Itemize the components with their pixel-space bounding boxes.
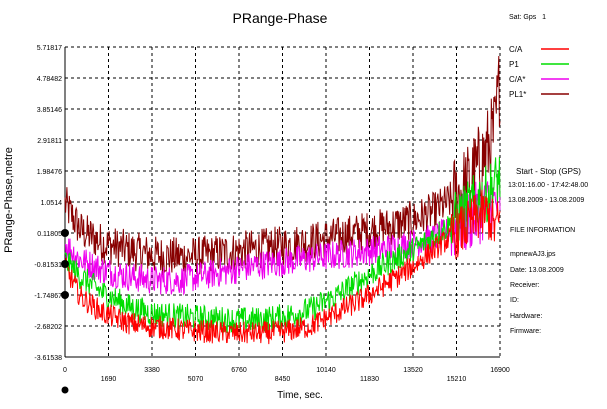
y-axis-marker xyxy=(61,291,69,299)
y-axis-label: PRange-Phase,metre xyxy=(3,147,15,253)
y-tick-label: -3.61538 xyxy=(34,355,62,362)
file-name: mpnewAJ3.jps xyxy=(510,251,556,258)
ticks: 0 1690 3380 5070 6760 8450 10140 11830 13520 1521… xyxy=(34,45,509,383)
series-line-c-a xyxy=(64,189,501,345)
y-axis-marker xyxy=(61,228,69,237)
y-tick-label: 4.78482 xyxy=(37,76,62,83)
chart-title: PRange-Phase xyxy=(233,10,328,26)
x-tick-label: 16900 xyxy=(490,367,510,374)
receiver-label: Receiver: xyxy=(510,282,540,289)
firmware-label: Firmware: xyxy=(510,328,542,335)
y-tick-label: -1.74867 xyxy=(34,293,62,300)
legend-label: P1 xyxy=(509,60,519,69)
series-line-pl1- xyxy=(64,55,501,276)
y-tick-label: -0.81531 xyxy=(34,262,62,269)
legend-label: C/A* xyxy=(509,75,525,84)
series-group xyxy=(64,55,501,345)
legend: C/A P1 C/A* PL1* xyxy=(509,45,569,99)
x-tick-label: 5070 xyxy=(188,376,204,383)
hardware-label: Hardware: xyxy=(510,313,543,320)
y-tick-label: 5.71817 xyxy=(37,45,62,52)
id-label: ID: xyxy=(510,297,519,304)
x-tick-label: 1690 xyxy=(101,376,117,383)
start-stop-title: Start - Stop (GPS) xyxy=(516,167,581,176)
sat-label: Sat: Gps 1 xyxy=(509,14,546,21)
y-tick-label: 1.98476 xyxy=(37,169,62,176)
x-tick-label: 13520 xyxy=(403,367,423,374)
x-tick-label: 10140 xyxy=(316,367,336,374)
x-tick-label: 3380 xyxy=(144,367,160,374)
x-axis-label: Time, sec. xyxy=(277,390,323,401)
legend-label: PL1* xyxy=(509,90,526,99)
y-tick-label: 1.0514 xyxy=(41,200,63,207)
x-tick-label: 8450 xyxy=(275,376,291,383)
x-tick-label: 15210 xyxy=(447,376,467,383)
series-line-c-a- xyxy=(64,173,501,296)
y-tick-label: 2.91811 xyxy=(37,138,62,145)
x-tick-label: 0 xyxy=(63,367,67,374)
file-info-title: FILE INFORMATION xyxy=(510,227,576,234)
axis-markers xyxy=(61,228,69,394)
x-tick-label: 11830 xyxy=(360,376,379,383)
x-tick-label: 6760 xyxy=(231,367,247,374)
y-tick-label: -2.68202 xyxy=(34,324,62,331)
x-axis-marker xyxy=(61,386,69,394)
start-stop-date: 13.08.2009 - 13.08.2009 xyxy=(508,197,585,204)
sat-label-text: Sat: Gps xyxy=(509,14,537,21)
series-line-p1 xyxy=(64,156,501,334)
y-axis-marker xyxy=(61,259,69,268)
sat-value: 1 xyxy=(542,14,546,21)
y-tick-label: 3.85146 xyxy=(37,107,62,114)
start-stop-time: 13:01:16.00 - 17:42:48.00 xyxy=(508,182,589,189)
file-date: Date: 13.08.2009 xyxy=(510,267,564,274)
y-tick-label: 0.11805 xyxy=(37,231,62,238)
legend-label: C/A xyxy=(509,45,523,54)
